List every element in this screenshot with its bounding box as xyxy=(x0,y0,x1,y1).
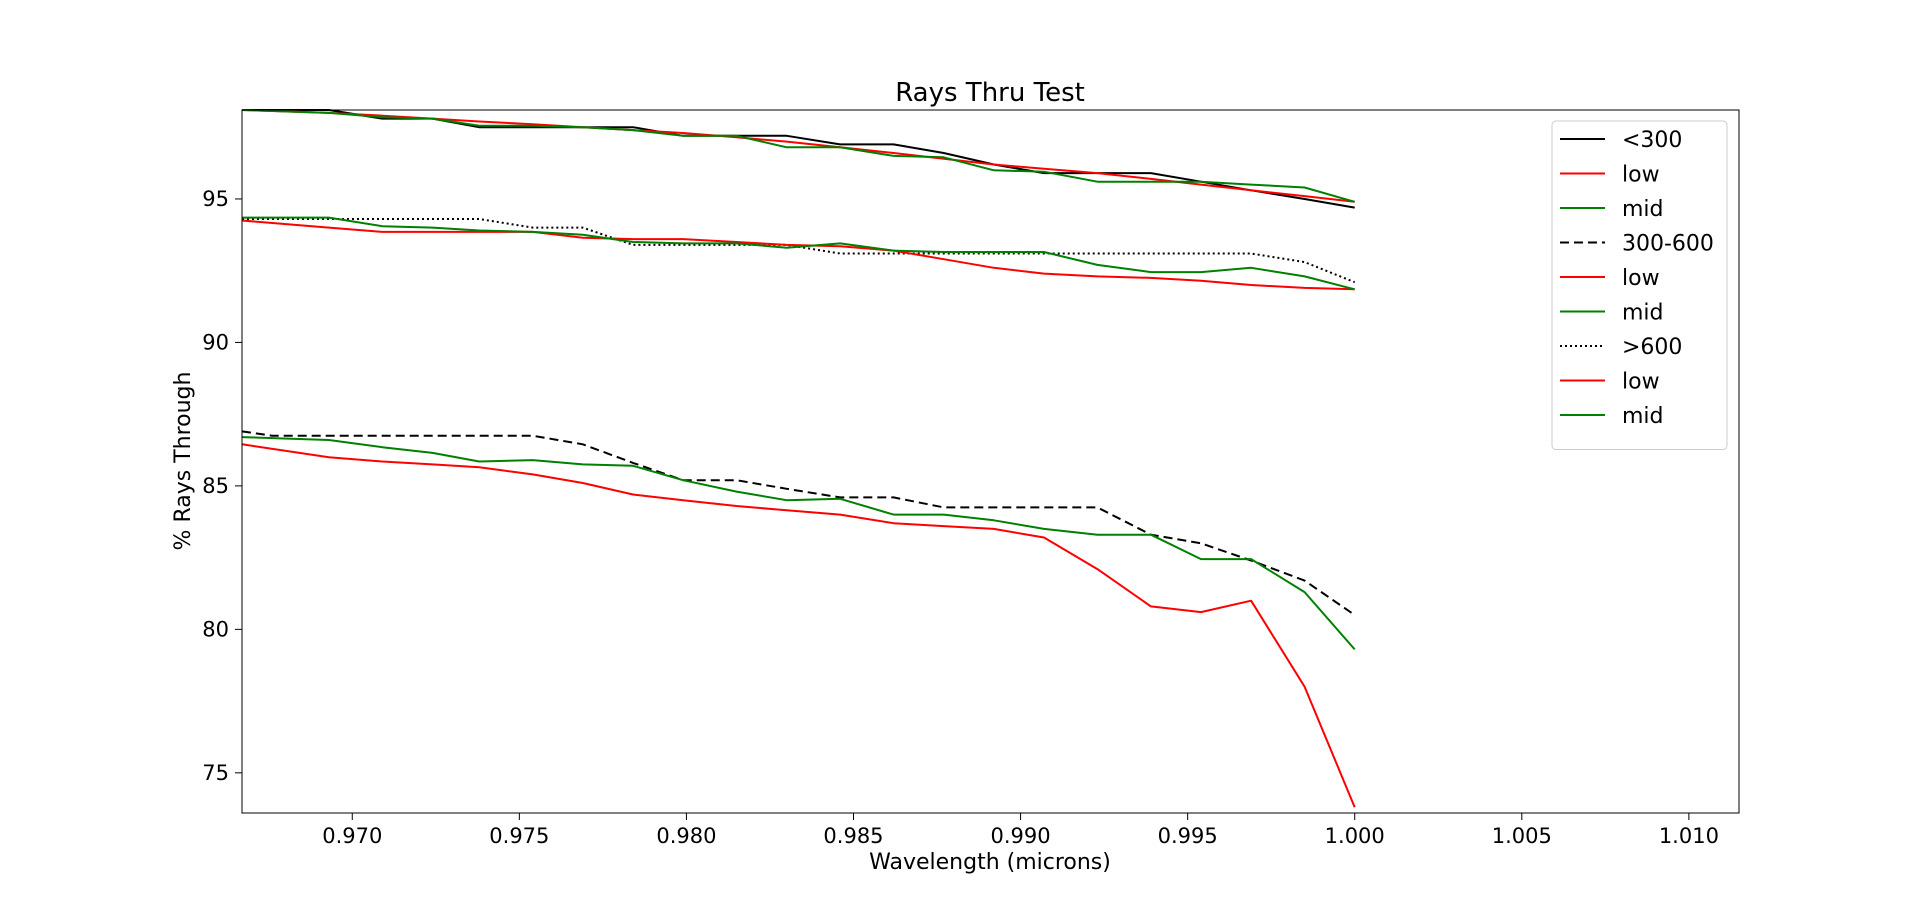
plot-frame xyxy=(241,109,1740,814)
y-tick-label: 75 xyxy=(202,761,229,785)
y-axis-label: % Rays Through xyxy=(171,372,196,551)
x-tick-label: 0.980 xyxy=(656,824,716,848)
x-tick-label: 0.990 xyxy=(991,824,1051,848)
series-line-5 xyxy=(241,436,1356,651)
x-axis: 0.970 0.975 0.980 0.985 0.990 0.995 1.000 1.005… xyxy=(322,813,1719,848)
x-tick-label: 0.995 xyxy=(1158,824,1218,848)
legend-label: >600 xyxy=(1622,335,1682,360)
y-tick-label: 85 xyxy=(202,474,229,498)
x-axis-label: Wavelength (microns) xyxy=(869,850,1111,875)
series-line-8 xyxy=(242,216,1355,291)
series-line-3 xyxy=(241,430,1356,616)
chart-title: Rays Thru Test xyxy=(895,78,1085,108)
x-tick-label: 1.005 xyxy=(1492,824,1552,848)
x-tick-label: 1.010 xyxy=(1659,824,1719,848)
y-tick-label: 95 xyxy=(202,187,229,211)
series-line-1 xyxy=(241,109,1355,203)
y-tick-label: 80 xyxy=(202,617,229,641)
series-line-0 xyxy=(242,109,1355,209)
series-line-2 xyxy=(241,109,1355,203)
legend-label: <300 xyxy=(1622,128,1682,153)
x-tick-label: 1.000 xyxy=(1325,824,1385,848)
y-axis: 75 80 85 90 95 xyxy=(202,187,242,785)
legend: <300 low mid 300-600 low mid >600 low mid xyxy=(1551,120,1728,450)
series-line-4 xyxy=(241,443,1356,808)
series-line-7 xyxy=(241,219,1355,291)
legend-label: low xyxy=(1622,266,1660,291)
y-tick-label: 90 xyxy=(202,330,229,354)
x-tick-label: 0.985 xyxy=(823,824,883,848)
legend-label: 300-600 xyxy=(1622,232,1714,257)
legend-label: mid xyxy=(1622,197,1664,222)
series-layer xyxy=(241,109,1356,808)
series-line-6 xyxy=(242,218,1356,284)
legend-label: low xyxy=(1622,370,1660,395)
legend-label: mid xyxy=(1622,301,1664,326)
x-tick-label: 0.975 xyxy=(489,824,549,848)
legend-label: low xyxy=(1622,163,1660,188)
x-tick-label: 0.970 xyxy=(322,824,382,848)
legend-box xyxy=(1551,120,1728,450)
legend-label: mid xyxy=(1622,404,1664,429)
